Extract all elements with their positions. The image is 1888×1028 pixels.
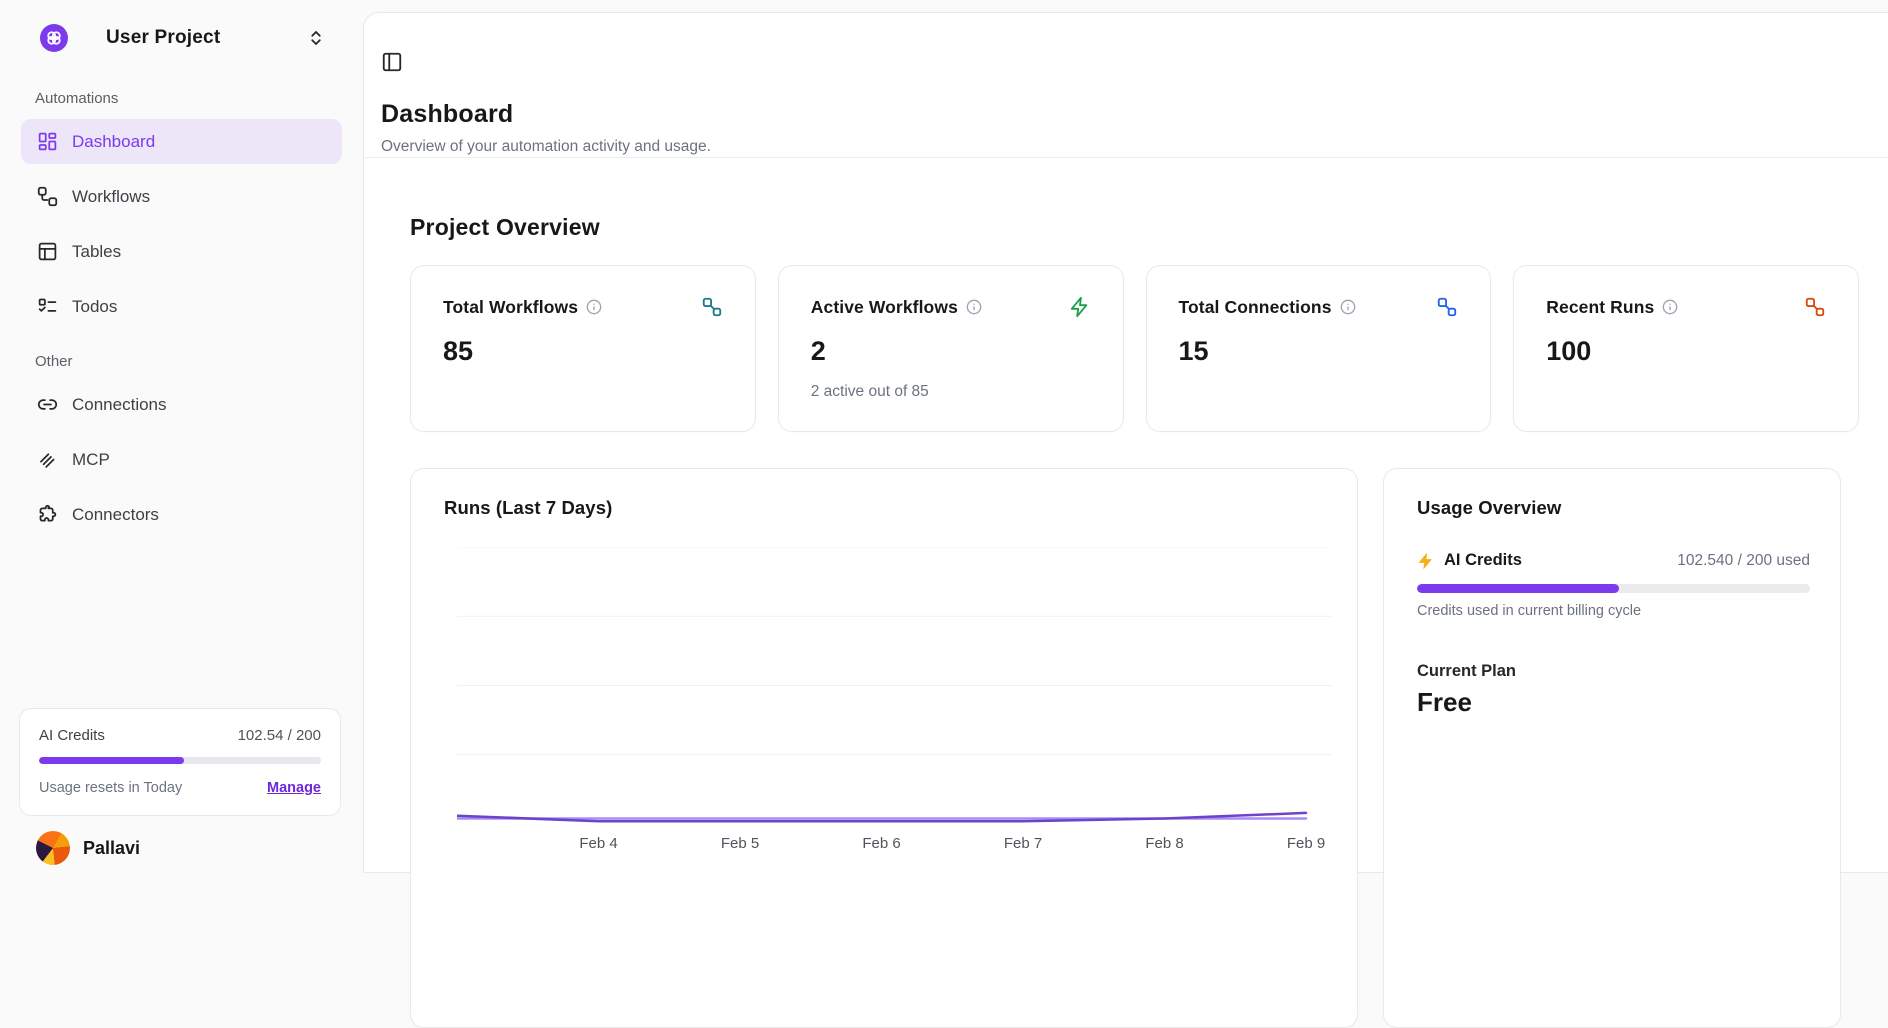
page-header: Dashboard Overview of your automation ac… (364, 13, 1888, 158)
sidebar-item-label: Dashboard (72, 131, 156, 151)
section-title: Project Overview (410, 214, 600, 240)
stat-label: Active Workflows (810, 296, 958, 317)
knot-logo-icon (47, 31, 61, 45)
stat-label: Total Workflows (443, 296, 579, 317)
x-axis-tick-label: Feb 9 (1287, 835, 1325, 852)
stat-value: 15 (1178, 336, 1209, 366)
stat-value: 2 (810, 336, 826, 366)
sidebar-item-mcp[interactable]: MCP (21, 437, 342, 482)
stat-value: 85 (443, 336, 474, 366)
x-axis-tick-label: Feb 8 (1145, 835, 1183, 852)
avatar (36, 831, 70, 865)
x-axis-tick-label: Feb 5 (721, 835, 759, 852)
sidebar-credits-card: AI Credits 102.54 / 200 Usage resets in … (19, 708, 341, 816)
mcp-icon (37, 449, 58, 470)
page-title: Dashboard (381, 100, 514, 128)
runs-line-chart[interactable]: Feb 4 Feb 5 Feb 6 Feb 7 Feb 8 Feb 9 (457, 547, 1337, 857)
info-icon[interactable] (1662, 299, 1678, 315)
stat-card-total-workflows: Total Workflows 85 (410, 265, 756, 432)
sidebar: User Project Automations Dashboard Workflo… (0, 0, 363, 865)
plan-value: Free (1417, 687, 1472, 717)
sidebar-item-label: Todos (72, 296, 118, 316)
sidebar-item-label: Tables (72, 241, 122, 261)
sidebar-nav: Automations Dashboard Workflows Tables Todos… (0, 52, 363, 537)
sidebar-section-label: Automations (35, 90, 119, 107)
sidebar-item-label: MCP (72, 449, 110, 469)
sidebar-item-label: Connectors (72, 504, 159, 524)
usage-title: Usage Overview (1417, 497, 1562, 518)
zap-icon (1417, 552, 1435, 570)
workflow-nodes-icon (701, 296, 723, 318)
workflow-icon (37, 186, 58, 207)
sidebar-item-connectors[interactable]: Connectors (21, 492, 342, 537)
usage-reset-text: Usage resets in Today (39, 780, 183, 796)
usage-overview-card: Usage Overview AI Credits 102.540 / 200 … (1383, 468, 1841, 1028)
sidebar-item-dashboard[interactable]: Dashboard (21, 119, 342, 164)
info-icon[interactable] (966, 299, 982, 315)
todo-list-icon (37, 296, 58, 317)
user-name: Pallavi (83, 837, 141, 858)
x-axis-tick-label: Feb 4 (579, 835, 617, 852)
sidebar-item-connections[interactable]: Connections (21, 382, 342, 427)
zap-icon (1069, 296, 1091, 318)
sidebar-item-tables[interactable]: Tables (21, 229, 342, 274)
sidebar-item-label: Connections (72, 394, 167, 414)
sidebar-item-label: Workflows (72, 186, 151, 206)
stat-label: Total Connections (1178, 296, 1332, 317)
workflow-nodes-icon (1436, 296, 1458, 318)
usage-progress-bar (1417, 584, 1810, 593)
stats-row: Total Workflows 85 Active Workflows 2 2 a… (410, 265, 1859, 432)
stat-value: 100 (1546, 336, 1592, 366)
stat-label: Recent Runs (1546, 296, 1655, 317)
usage-caption: Credits used in current billing cycle (1417, 603, 1642, 619)
chart-title: Runs (Last 7 Days) (444, 497, 613, 518)
info-icon[interactable] (1340, 299, 1356, 315)
stat-subtitle: 2 active out of 85 (810, 383, 929, 400)
page-subtitle: Overview of your automation activity and… (381, 138, 711, 155)
puzzle-icon (37, 504, 58, 525)
credits-progress-bar (39, 757, 321, 764)
sidebar-item-workflows[interactable]: Workflows (21, 174, 342, 219)
project-name: User Project (106, 27, 221, 48)
stat-card-recent-runs: Recent Runs 100 (1513, 265, 1859, 432)
main-panel: Dashboard Overview of your automation ac… (363, 12, 1888, 1028)
panel-left-toggle-icon[interactable] (381, 51, 1861, 73)
stat-card-active-workflows: Active Workflows 2 2 active out of 85 (777, 265, 1124, 432)
stat-card-total-connections: Total Connections 15 (1145, 265, 1492, 432)
sidebar-section-label: Other (35, 353, 73, 370)
credits-value: 102.54 / 200 (237, 727, 321, 744)
workflow-nodes-icon (1804, 296, 1826, 318)
manage-link[interactable]: Manage (267, 780, 321, 796)
chevrons-up-down-icon[interactable] (307, 29, 325, 47)
table-icon (37, 241, 58, 262)
usage-credits-value: 102.540 / 200 used (1677, 551, 1810, 569)
plan-label: Current Plan (1417, 662, 1517, 680)
x-axis-tick-label: Feb 6 (862, 835, 900, 852)
link-icon (37, 394, 58, 415)
info-icon[interactable] (586, 299, 602, 315)
project-switcher[interactable]: User Project (0, 0, 363, 52)
dashboard-body: Project Overview Total Workflows 85 Acti… (364, 214, 1888, 1028)
sidebar-item-todos[interactable]: Todos (21, 284, 342, 329)
credits-label: AI Credits (39, 727, 105, 744)
user-menu[interactable]: Pallavi (36, 831, 140, 865)
dashboard-icon (37, 131, 58, 152)
app-logo (40, 24, 68, 52)
x-axis-tick-label: Feb 7 (1004, 835, 1042, 852)
usage-credits-label: AI Credits (1444, 551, 1522, 569)
